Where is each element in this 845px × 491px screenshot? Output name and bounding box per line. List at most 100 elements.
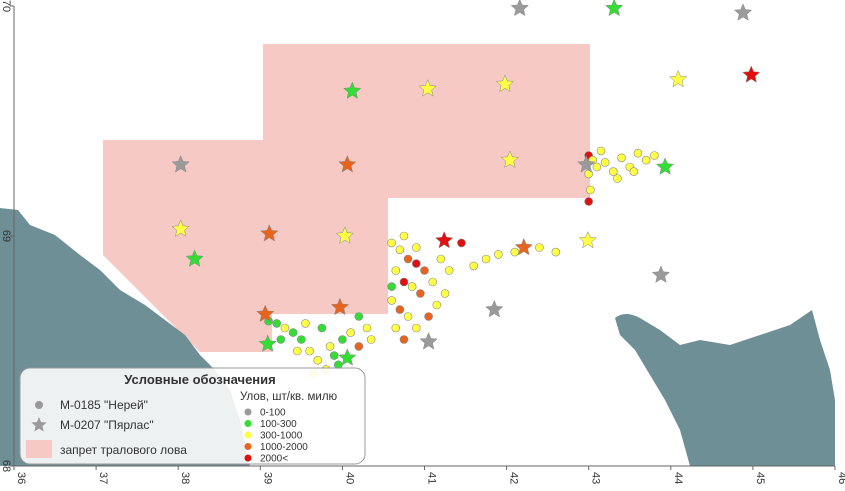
legend-vessel-star [31, 417, 47, 432]
catch-point [411, 323, 421, 333]
catch-point [629, 167, 639, 176]
catch-point [584, 197, 594, 206]
catch-point [346, 328, 355, 337]
catch-point [586, 185, 595, 195]
catch-point [428, 277, 438, 287]
catch-point [617, 153, 626, 163]
vessel-station [604, 0, 624, 17]
x-tick-label: 46 [836, 472, 845, 484]
catch-point [416, 289, 425, 298]
catch-point [420, 266, 429, 275]
catch-point [292, 346, 302, 356]
x-tick-label: 38 [179, 472, 191, 484]
vessel-station [338, 155, 357, 173]
vessel-station [330, 297, 350, 316]
legend-class-label: 2000< [260, 454, 288, 465]
catch-point [391, 323, 401, 333]
y-tick-label: 70 [0, 0, 12, 12]
x-tick-label: 40 [343, 472, 355, 484]
vessel-station [256, 304, 275, 323]
vessel-station [171, 155, 190, 173]
vessel-station [335, 226, 355, 244]
catch-point [399, 335, 409, 344]
legend-vessel: М-0207 "Пярлас" [60, 418, 154, 432]
catch-point [407, 282, 417, 291]
x-tick-label: 37 [97, 472, 109, 484]
vessel-station [485, 299, 504, 318]
catch-point [313, 355, 323, 365]
vessel-station [419, 332, 438, 350]
vessel-station [495, 74, 515, 93]
legend-box [19, 367, 366, 465]
vessel-station [651, 265, 671, 283]
catch-point [399, 231, 409, 241]
legend-class-label: 0-100 [260, 408, 286, 419]
catch-point [276, 335, 286, 344]
catch-point [444, 266, 454, 275]
vessel-station [338, 348, 357, 366]
vessel-station [655, 157, 675, 175]
legend-class-dot [244, 454, 252, 462]
catch-point [411, 259, 421, 268]
catch-point [457, 238, 466, 248]
legend-class-label: 300-1000 [260, 431, 303, 442]
vessel-station [343, 81, 362, 99]
catch-point [354, 312, 364, 321]
catch-point [469, 261, 479, 271]
catch-point [436, 254, 446, 264]
x-tick-label: 36 [15, 472, 27, 484]
catch-point [609, 167, 618, 176]
catch-point [280, 323, 290, 333]
catch-point [338, 335, 347, 344]
catch-point [535, 243, 544, 252]
catch-point [362, 323, 372, 333]
vessel-station [510, 0, 529, 17]
legend-class-dot [244, 443, 252, 450]
catch-point [288, 328, 298, 337]
x-tick-label: 41 [426, 472, 438, 484]
catch-point [272, 319, 282, 328]
vessel-station [733, 3, 753, 21]
catch-point [387, 238, 396, 248]
trawl-ban-zone [103, 44, 590, 352]
vessel-station [260, 224, 279, 242]
catch-point [329, 351, 339, 360]
vessel-station [514, 237, 534, 256]
catch-point [305, 346, 314, 356]
vessel-station [258, 334, 277, 352]
catch-point [494, 250, 503, 259]
vessel-station [185, 249, 204, 267]
legend-vessel-dot [35, 401, 43, 409]
vessel-station [577, 155, 596, 173]
x-tick-label: 44 [672, 472, 684, 484]
y-tick-label: 69 [0, 230, 12, 242]
catch-point [600, 158, 610, 167]
catch-point [403, 312, 413, 321]
vessel-station [434, 230, 454, 249]
catch-point [510, 247, 520, 257]
catch-point [403, 254, 413, 264]
catch-point [395, 305, 405, 314]
legend-zone-swatch [26, 440, 52, 458]
vessel-station [742, 65, 761, 83]
catch-point [366, 335, 376, 344]
catch-point [354, 342, 364, 351]
vessel-station [171, 219, 190, 237]
catch-point [440, 289, 450, 298]
catch-point [641, 155, 651, 165]
catch-point [551, 247, 561, 257]
vessel-station [578, 230, 598, 249]
legend-vessel: М-0185 "Нерей" [60, 398, 148, 412]
catch-point [395, 245, 405, 255]
x-tick-label: 45 [754, 472, 766, 484]
x-tick-label: 43 [590, 472, 602, 484]
catch-point [391, 266, 401, 275]
x-tick-label: 39 [261, 472, 273, 484]
catch-point [411, 243, 421, 252]
catch-point [592, 162, 602, 172]
catch-point [424, 312, 433, 321]
legend-class-label: 1000-2000 [260, 442, 308, 453]
catch-point [596, 146, 606, 156]
vessel-station [668, 69, 688, 88]
